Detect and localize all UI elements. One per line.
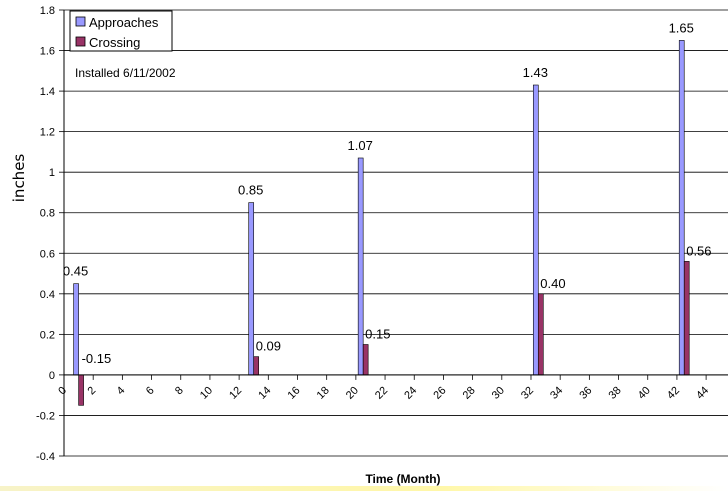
y-tick-label-1: -0.2 (36, 410, 55, 422)
x-tick-label-17: 34 (548, 385, 565, 402)
x-tick-label-14: 28 (461, 385, 478, 402)
x-tick-labels: 0 2 4 6 8 10 12 14 16 18 20 22 24 26 28 30 32 34 36 38 40 42 4… (56, 385, 711, 402)
bar-crossing-4 (683, 261, 690, 376)
y-tick-label-3: 0.2 (40, 329, 55, 341)
bar-approaches-3 (532, 84, 539, 376)
x-tick-label-3: 6 (144, 385, 157, 398)
data-label-crossing-4: 0.56 (686, 243, 711, 258)
y-tick-label-10: 1.6 (40, 46, 55, 58)
bar-crossing-3 (537, 293, 544, 376)
x-tick-label-18: 36 (577, 385, 594, 402)
y-tick-label-9: 1.4 (40, 86, 55, 98)
axes (59, 9, 728, 457)
y-tick-label-4: 0.4 (40, 289, 55, 301)
x-tick-label-1: 2 (85, 385, 98, 398)
legend-swatch-crossing (75, 36, 86, 47)
x-tick-label-13: 26 (431, 385, 448, 402)
legend-swatch-approaches (75, 16, 86, 27)
x-tick-label-0: 0 (56, 385, 69, 398)
x-tick-label-21: 42 (665, 385, 682, 402)
data-label-approaches-4: 1.65 (669, 20, 694, 35)
legend-box (69, 10, 173, 52)
x-tick-label-9: 18 (315, 385, 332, 402)
y-tick-label-7: 1 (49, 167, 55, 179)
legend-label-approaches: Approaches (89, 15, 159, 30)
x-tick-label-8: 16 (285, 385, 302, 402)
x-tick-label-15: 30 (490, 385, 507, 402)
x-tick-label-16: 32 (519, 385, 536, 402)
x-tick-label-5: 10 (198, 385, 215, 402)
bar-crossing-2 (362, 344, 369, 376)
y-tick-label-11: 1.8 (40, 5, 55, 17)
y-tick-label-8: 1.2 (40, 127, 55, 139)
x-tick-label-22: 44 (694, 385, 711, 402)
bar-approaches-1 (248, 202, 255, 376)
y-tick-label-2: 0 (49, 370, 55, 382)
data-label-approaches-3: 1.43 (523, 65, 548, 80)
x-tick-label-12: 24 (402, 385, 419, 402)
bottom-highlight-strip (0, 486, 728, 491)
bar-crossing-0 (78, 374, 84, 406)
y-tick-label-6: 0.8 (40, 208, 55, 220)
x-tick-label-19: 38 (607, 385, 624, 402)
legend-label-crossing: Crossing (89, 35, 140, 50)
y-tick-labels: -0.4 -0.2 0 0.2 0.4 0.6 0.8 1 1.2 1.4 1.6 1.8 (36, 5, 55, 463)
data-labels: 0.45 0.85 1.07 1.43 1.65 -0.15 0.09 0.15 0.40 0.5… (63, 20, 712, 366)
bars (73, 40, 690, 406)
y-tick-label-5: 0.6 (40, 248, 55, 260)
data-label-crossing-2: 0.15 (365, 327, 390, 342)
bar-crossing-1 (253, 356, 260, 376)
y-tick-label-0: -0.4 (36, 451, 55, 463)
x-tick-label-4: 8 (173, 385, 186, 398)
x-tick-label-7: 14 (256, 385, 273, 402)
x-tick-label-2: 4 (115, 385, 128, 398)
data-label-approaches-0: 0.45 (63, 264, 88, 279)
x-tick-label-20: 40 (636, 385, 653, 402)
data-label-approaches-1: 0.85 (238, 183, 263, 198)
x-tick-label-11: 22 (373, 385, 390, 402)
x-axis-label: Time (Month) (365, 472, 440, 486)
data-label-crossing-1: 0.09 (256, 339, 281, 354)
install-annotation: Installed 6/11/2002 (75, 66, 176, 80)
x-tick-label-10: 20 (344, 385, 361, 402)
bar-approaches-4 (678, 40, 685, 376)
data-label-crossing-3: 0.40 (540, 276, 565, 291)
x-tick-label-6: 12 (227, 385, 244, 402)
y-axis-label: inches (10, 154, 28, 203)
data-label-crossing-0: -0.15 (82, 351, 112, 366)
data-label-approaches-2: 1.07 (348, 138, 373, 153)
bar-approaches-2 (357, 157, 364, 376)
legend: Approaches Crossing (69, 10, 173, 52)
bar-approaches-0 (73, 283, 79, 376)
